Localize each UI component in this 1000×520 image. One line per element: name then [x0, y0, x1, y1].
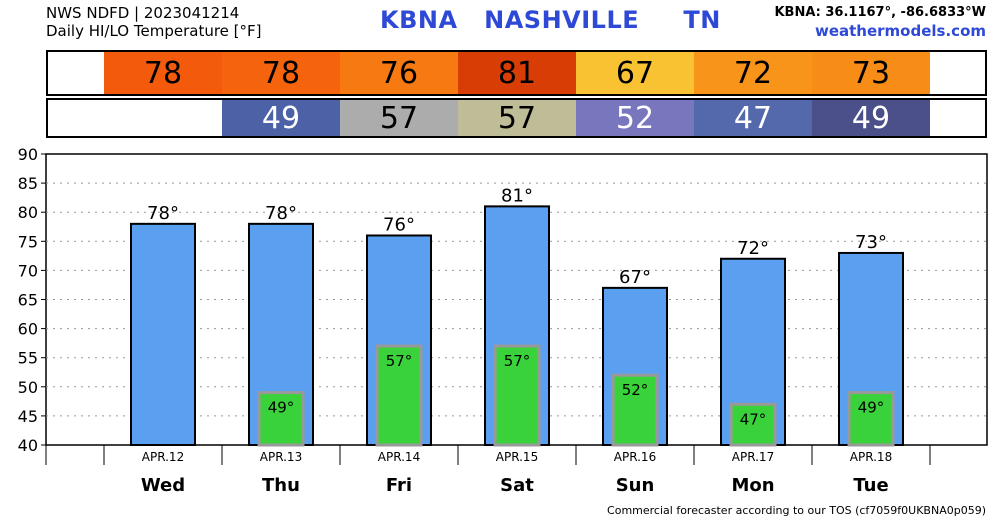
low-bar [375, 344, 423, 447]
day-label: Sun [616, 475, 655, 496]
low-temp-cell: 49 [812, 100, 930, 136]
high-temp-cell: 67 [576, 52, 694, 94]
high-bar-label: 72° [737, 238, 769, 259]
low-bar [729, 402, 777, 447]
y-tick-label: 80 [18, 203, 38, 222]
low-temp-cell: 52 [576, 100, 694, 136]
low-bar-label: 57° [386, 352, 413, 370]
coords-label: KBNA: 36.1167°, -86.6833°W [774, 5, 986, 20]
y-tick-label: 40 [18, 436, 38, 455]
day-label: Mon [731, 475, 774, 496]
day-label: Tue [853, 475, 888, 496]
day-label: Sat [500, 475, 534, 496]
low-bar-label: 49° [268, 399, 295, 417]
product-label: Daily HI/LO Temperature [°F] [46, 22, 262, 40]
low-bar [611, 373, 659, 447]
y-tick-label: 90 [18, 145, 38, 164]
low-bar-label: 52° [622, 381, 649, 399]
low-temp-row: 49 57 57 52 47 49 [46, 98, 987, 138]
y-tick-label: 70 [18, 261, 38, 280]
date-label: APR.16 [614, 450, 656, 464]
header-left: NWS NDFD | 2023041214 Daily HI/LO Temper… [46, 4, 262, 40]
station-title: KBNA NASHVILLE TN [380, 6, 721, 34]
high-temp-cell: 72 [694, 52, 812, 94]
low-temp-cell: 47 [694, 100, 812, 136]
low-bar-label: 57° [504, 352, 531, 370]
low-temp-cell: 57 [458, 100, 576, 136]
high-temp-cell: 78 [104, 52, 222, 94]
y-tick-label: 75 [18, 232, 38, 251]
footer-note: Commercial forecaster according to our T… [607, 504, 986, 517]
site-link[interactable]: weathermodels.com [814, 22, 986, 40]
y-tick-label: 60 [18, 320, 38, 339]
low-bar-label: 49° [858, 399, 885, 417]
low-bar [493, 344, 541, 447]
day-label: Thu [262, 475, 300, 496]
high-temp-cell: 73 [812, 52, 930, 94]
high-bar-label: 73° [855, 232, 887, 253]
y-tick-label: 85 [18, 174, 38, 193]
high-temp-cell: 76 [340, 52, 458, 94]
model-run-label: NWS NDFD | 2023041214 [46, 4, 240, 22]
low-bar [847, 391, 895, 447]
y-tick-label: 45 [18, 407, 38, 426]
high-temp-cell: 78 [222, 52, 340, 94]
low-temp-cell: 49 [222, 100, 340, 136]
day-label: Wed [141, 475, 185, 496]
header-right: KBNA: 36.1167°, -86.6833°W weathermodels… [774, 4, 986, 40]
y-tick-label: 65 [18, 291, 38, 310]
y-tick-label: 50 [18, 378, 38, 397]
high-temp-row: 78 78 76 81 67 72 73 [46, 50, 987, 96]
date-label: APR.14 [378, 450, 420, 464]
date-label: APR.12 [142, 450, 184, 464]
high-bar [130, 222, 196, 446]
high-temp-cell: 81 [458, 52, 576, 94]
date-label: APR.17 [732, 450, 774, 464]
date-label: APR.13 [260, 450, 302, 464]
y-tick-label: 55 [18, 349, 38, 368]
high-bar-label: 78° [147, 203, 179, 224]
low-bar-label: 47° [740, 410, 767, 428]
low-bar [257, 391, 305, 447]
high-bar-label: 67° [619, 267, 651, 288]
high-bar-label: 76° [383, 214, 415, 235]
low-temp-cell: 57 [340, 100, 458, 136]
date-label: APR.18 [850, 450, 892, 464]
high-bar-label: 78° [265, 203, 297, 224]
day-label: Fri [386, 475, 412, 496]
date-label: APR.15 [496, 450, 538, 464]
high-bar-label: 81° [501, 185, 533, 206]
